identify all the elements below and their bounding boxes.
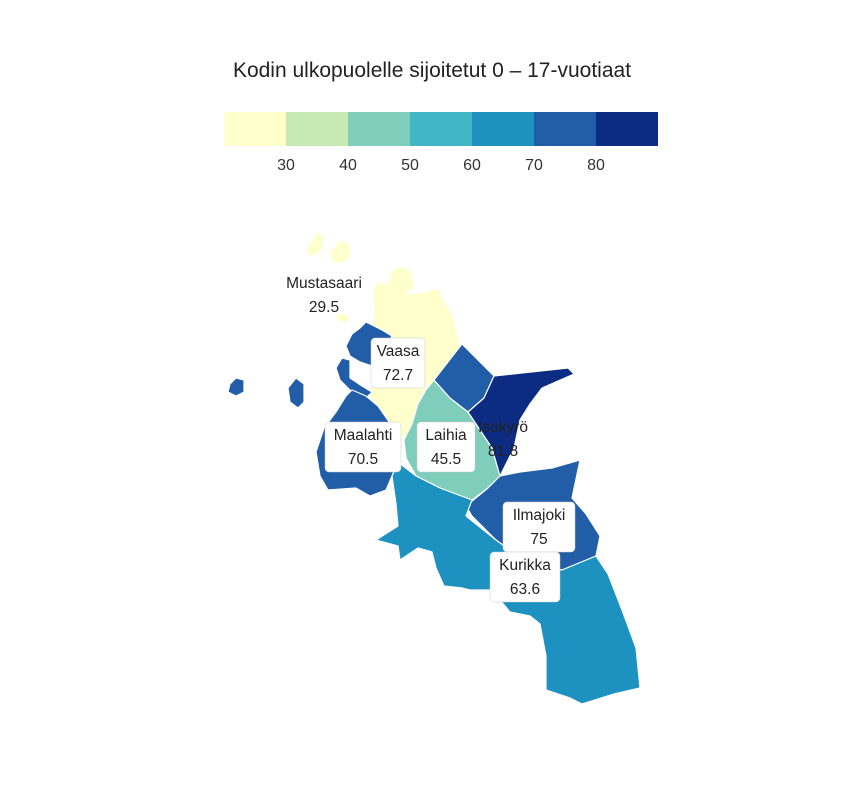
region-value: 70.5 xyxy=(348,451,378,468)
label-box xyxy=(324,421,402,473)
legend-swatch xyxy=(286,112,348,146)
region-value: 72.7 xyxy=(383,367,413,384)
legend-swatch xyxy=(472,112,534,146)
region-value: 63.6 xyxy=(510,581,540,598)
region-label: Vaasa 72.7 xyxy=(370,337,426,389)
legend-tick-label: 60 xyxy=(463,157,481,174)
region-labels: Mustasaari 29.5 Vaasa 72.7 Maalahti 70.5 Laihi… xyxy=(286,275,576,603)
region-value: 75 xyxy=(530,531,547,548)
region-isokyro[interactable] xyxy=(467,367,575,477)
region-name: Laihia xyxy=(425,427,467,444)
map-title: Kodin ulkopuolelle sijoitetut 0 – 17-vuo… xyxy=(233,59,631,82)
region-label: Mustasaari 29.5 xyxy=(286,275,362,316)
legend-swatch xyxy=(596,112,658,146)
region-label: Laihia 45.5 xyxy=(416,421,476,473)
legend-swatch xyxy=(224,112,286,146)
region-name: Mustasaari xyxy=(286,275,362,292)
region-name: Isokyrö xyxy=(478,419,528,436)
label-box xyxy=(489,551,561,603)
legend-tick-label: 40 xyxy=(339,157,357,174)
region-label: Maalahti 70.5 xyxy=(324,421,402,473)
legend-swatch xyxy=(348,112,410,146)
legend-tick-label: 80 xyxy=(587,157,605,174)
region-value: 29.5 xyxy=(309,299,339,316)
region-name: Ilmajoki xyxy=(513,507,566,524)
region-name: Kurikka xyxy=(499,557,551,574)
region-value: 81.8 xyxy=(488,443,518,460)
region-label: Kurikka 63.6 xyxy=(489,551,561,603)
label-box xyxy=(370,337,426,389)
legend-swatch xyxy=(534,112,596,146)
label-box xyxy=(416,421,476,473)
legend-tick-label: 30 xyxy=(277,157,295,174)
legend-swatch xyxy=(410,112,472,146)
region-name: Vaasa xyxy=(377,343,420,360)
region-name: Maalahti xyxy=(334,427,393,444)
region-label: Isokyrö 81.8 xyxy=(478,419,528,460)
region-label: Ilmajoki 75 xyxy=(502,501,576,553)
color-legend: 30 40 50 60 70 80 xyxy=(224,112,658,174)
region-value: 45.5 xyxy=(431,451,461,468)
legend-tick-label: 50 xyxy=(401,157,419,174)
legend-tick-label: 70 xyxy=(525,157,543,174)
